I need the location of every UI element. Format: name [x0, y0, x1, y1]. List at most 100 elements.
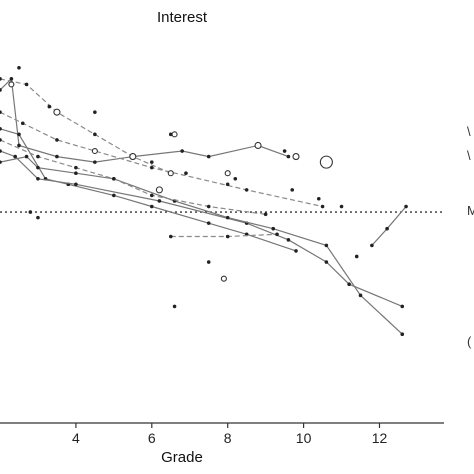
- open-point-7: [254, 141, 262, 150]
- open-point-3: [91, 147, 98, 155]
- open-point-6: [129, 153, 137, 161]
- open-point-12: [220, 275, 227, 282]
- series-9-line: [170, 233, 278, 238]
- series-7-point-1: [0, 138, 2, 142]
- series-6-point-5: [149, 165, 154, 170]
- series-9-point-3: [275, 232, 279, 237]
- series-1-point-7: [180, 149, 184, 153]
- x-tick-label-4: 4: [72, 430, 80, 446]
- series-5-line: [0, 155, 403, 335]
- open-point-2: [53, 108, 61, 116]
- series-4-point-10: [400, 304, 405, 309]
- series-2-point-4: [93, 132, 97, 137]
- series-4-point-5: [157, 199, 162, 203]
- series-5-point-1: [0, 160, 2, 164]
- series-5-point-11: [400, 332, 405, 336]
- open-point-4: [155, 186, 163, 194]
- series-9-point-2: [225, 234, 230, 239]
- series-3-point-1: [0, 127, 2, 131]
- loose-point-10: [339, 204, 344, 209]
- x-axis-ticks: 4 6 8 10 12: [72, 423, 387, 446]
- open-point-8: [292, 153, 300, 161]
- edge-fragment-2: \: [467, 124, 471, 139]
- series-8-line: [371, 206, 407, 246]
- series-3-point-2: [17, 132, 21, 137]
- series-5-point-10: [358, 293, 363, 298]
- loose-point-12: [206, 260, 211, 264]
- series-1-point-10: [286, 154, 291, 159]
- loose-point-14: [172, 304, 177, 309]
- open-point-5: [167, 170, 174, 177]
- series-1-point-4: [55, 154, 59, 159]
- loose-point-3: [93, 110, 97, 114]
- series-6-point-2: [20, 121, 25, 126]
- chart-title: Interest: [157, 9, 208, 26]
- series-6-point-6: [244, 188, 249, 192]
- series-4-point-1: [0, 149, 2, 153]
- series-2-point-2: [24, 82, 29, 87]
- open-point-1: [8, 81, 15, 88]
- series-1-point-1: [0, 88, 2, 92]
- series-5-point-7: [225, 215, 230, 220]
- series-3-point-5: [112, 193, 116, 198]
- series-4-point-7: [286, 238, 291, 242]
- loose-point-7: [225, 182, 230, 187]
- series-3-point-7: [206, 221, 211, 225]
- series-4-point-9: [347, 282, 351, 287]
- loose-point-4: [149, 160, 154, 164]
- series-6-point-1: [0, 110, 2, 114]
- loose-point-17: [28, 210, 33, 214]
- series-2-point-1: [0, 77, 2, 81]
- series-1-line: [0, 77, 289, 163]
- loose-point-6: [184, 171, 188, 176]
- series-7-point-2: [36, 154, 40, 159]
- x-tick-label-8: 8: [224, 430, 232, 446]
- loose-point-1: [17, 65, 21, 70]
- series-4-line: [0, 150, 403, 307]
- series-5-point-2: [24, 154, 29, 159]
- loose-point-16: [290, 188, 295, 192]
- series-8-point-2: [385, 226, 389, 231]
- series-1-point-8: [206, 154, 211, 159]
- series-2-line: [0, 78, 172, 174]
- x-tick-label-10: 10: [296, 430, 312, 446]
- series-1-point-2: [9, 77, 14, 81]
- plot-area: [0, 65, 444, 336]
- series-7-point-3: [74, 165, 78, 170]
- series-7-point-6: [206, 204, 211, 209]
- x-tick-label-6: 6: [148, 430, 156, 446]
- series-6-point-3: [55, 138, 59, 142]
- loose-point-2: [47, 104, 52, 109]
- loose-point-11: [354, 254, 359, 259]
- open-point-11: [171, 131, 178, 138]
- edge-fragment-3: \: [467, 148, 471, 163]
- open-point-10: [224, 170, 231, 177]
- series-7-point-5: [149, 193, 154, 198]
- edge-fragment-4: (: [467, 334, 472, 349]
- loose-point-18: [36, 215, 40, 220]
- series-5-point-9: [324, 243, 329, 248]
- series-6-point-7: [320, 204, 325, 209]
- series-7-point-4: [112, 176, 116, 181]
- series-4-point-2: [13, 154, 17, 159]
- x-tick-label-12: 12: [372, 430, 388, 446]
- series-5-point-4: [74, 171, 78, 176]
- series-8-point-1: [370, 243, 374, 248]
- series-4-point-8: [324, 260, 329, 264]
- series-5-point-8: [271, 226, 276, 231]
- loose-point-9: [316, 196, 321, 201]
- series-1-point-5: [93, 160, 97, 164]
- series-4-point-4: [74, 182, 78, 187]
- open-point-9: [319, 155, 333, 169]
- series-7-point-7: [263, 212, 268, 217]
- series-8-point-3: [404, 204, 408, 209]
- series-1-point-3: [17, 143, 21, 148]
- series-9-point-1: [168, 234, 173, 239]
- edge-fragments: M \ \ (: [467, 124, 474, 349]
- series-3-point-6: [149, 204, 154, 209]
- loose-point-15: [233, 176, 238, 181]
- series-4-point-3: [36, 176, 40, 181]
- series-5-point-3: [36, 165, 40, 170]
- series-3-point-9: [294, 249, 298, 253]
